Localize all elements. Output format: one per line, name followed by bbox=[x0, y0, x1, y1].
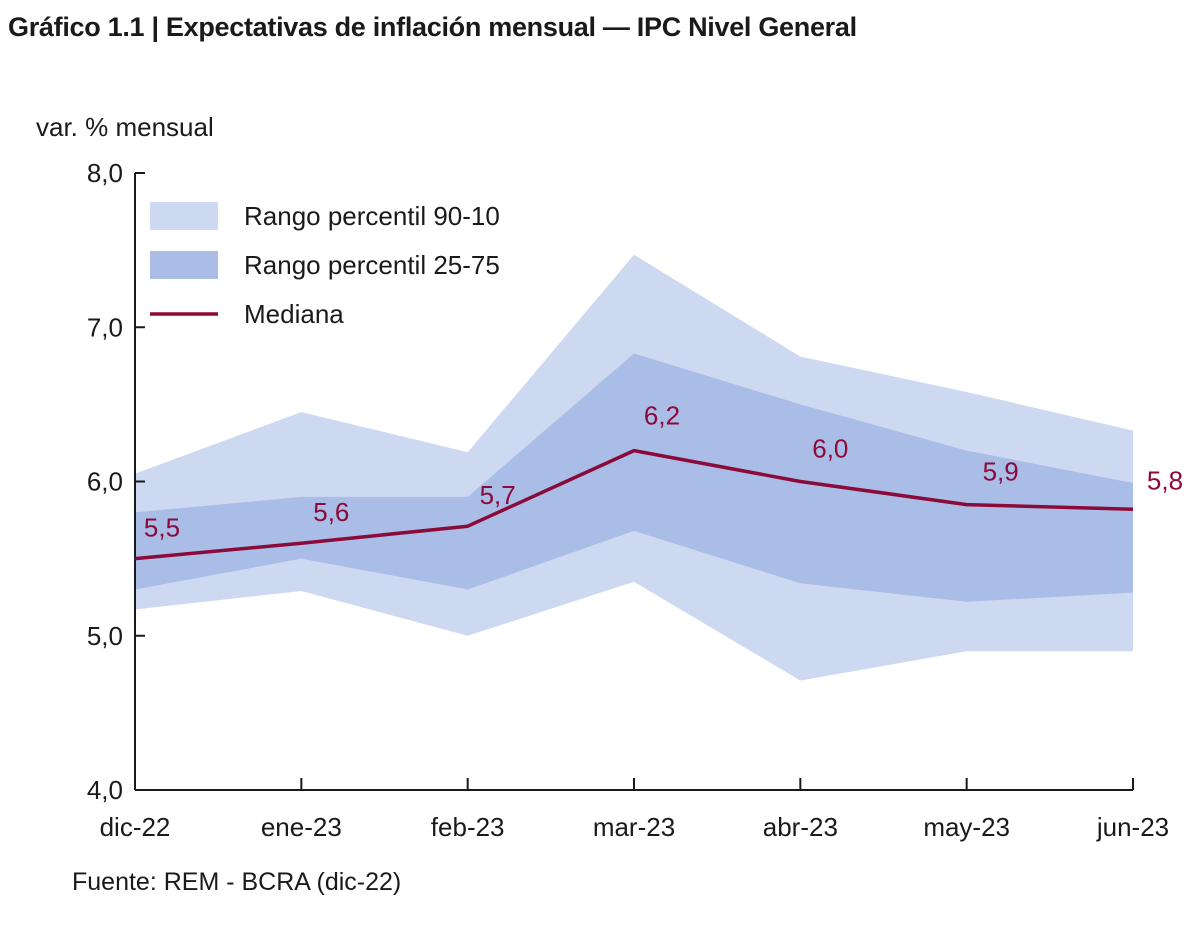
median-data-label: 5,9 bbox=[983, 457, 1019, 487]
x-tick-label: ene-23 bbox=[261, 812, 342, 842]
axes-layer: 4,0 5,0 6,0 7,0 8,0 dic-22 ene-23 feb-23 mar-23 a… bbox=[87, 158, 1169, 842]
median-data-label: 6,0 bbox=[812, 434, 848, 464]
x-tick-label: feb-23 bbox=[431, 812, 505, 842]
median-data-label: 5,5 bbox=[144, 513, 180, 543]
x-tick-label: dic-22 bbox=[100, 812, 171, 842]
x-tick-label: may-23 bbox=[923, 812, 1010, 842]
median-data-label: 5,6 bbox=[313, 497, 349, 527]
chart-title: Gráfico 1.1 | Expectativas de inflación … bbox=[8, 12, 857, 42]
y-axis-label: var. % mensual bbox=[36, 112, 214, 142]
median-data-label: 5,8 bbox=[1147, 465, 1183, 495]
source-note: Fuente: REM - BCRA (dic-22) bbox=[72, 868, 402, 896]
median-layer bbox=[134, 448, 1134, 561]
legend-label: Rango percentil 25-75 bbox=[244, 250, 500, 280]
legend-label: Rango percentil 90-10 bbox=[244, 201, 500, 231]
y-tick-label: 8,0 bbox=[87, 158, 123, 188]
median-data-label: 5,7 bbox=[480, 480, 516, 510]
x-tick-label: mar-23 bbox=[593, 812, 675, 842]
legend-swatch-outer-band bbox=[150, 202, 218, 230]
median-line bbox=[134, 448, 1134, 561]
legend: Rango percentil 90-10 Rango percentil 25-… bbox=[150, 201, 500, 329]
legend-swatch-inner-band bbox=[150, 251, 218, 279]
y-tick-label: 7,0 bbox=[87, 312, 123, 342]
y-tick-label: 5,0 bbox=[87, 621, 123, 651]
bands-layer bbox=[135, 254, 1133, 681]
median-data-label: 6,2 bbox=[644, 401, 680, 431]
x-tick-label: abr-23 bbox=[763, 812, 838, 842]
band-percentil-25-75 bbox=[135, 353, 1133, 602]
legend-label: Mediana bbox=[244, 299, 344, 329]
y-tick-label: 6,0 bbox=[87, 467, 123, 497]
x-tick-label: jun-23 bbox=[1096, 812, 1169, 842]
y-tick-label: 4,0 bbox=[87, 775, 123, 805]
data-labels-layer: 5,5 5,6 5,7 6,2 6,0 5,9 5,8 bbox=[144, 401, 1183, 543]
